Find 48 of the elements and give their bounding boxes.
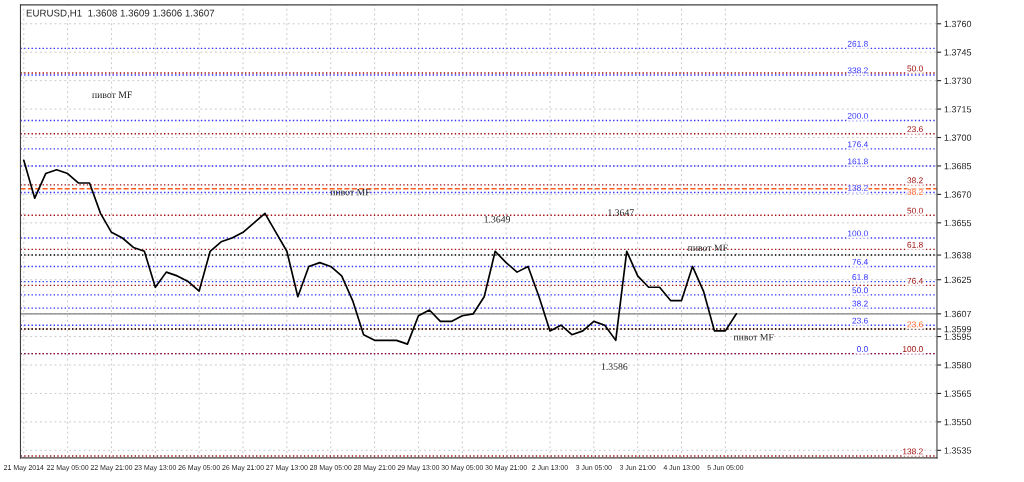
annotation: 23.6 (907, 126, 923, 133)
annotation: 38.2 (907, 177, 923, 184)
y-tick-label: 1.3730 (944, 77, 972, 85)
annotation: 138.2 (848, 184, 868, 191)
annotation: 23.6 (907, 321, 923, 328)
annotation: 61.8 (907, 241, 923, 248)
y-tick-label: 1.3535 (944, 447, 972, 454)
y-tick-label: 1.3638 (944, 252, 972, 259)
annotation: 38.2 (852, 300, 868, 307)
annotation: 0.0 (856, 346, 868, 352)
annotation: 76.4 (852, 258, 868, 265)
y-tick-label: 1.3625 (944, 276, 972, 284)
y-tick-label: 1.3745 (944, 49, 972, 56)
annotation: пивот MF (687, 244, 728, 252)
y-tick-label: 1.3607 (944, 310, 972, 318)
y-tick-label: 1.3599 (944, 325, 972, 333)
y-tick-label: 1.3595 (944, 333, 972, 340)
y-tick-label: 1.3715 (944, 106, 972, 113)
annotation: 138.2 (903, 448, 923, 455)
annotation: 50.0 (852, 287, 868, 294)
annotation: 161.8 (848, 158, 868, 165)
annotation: пивот MF (92, 91, 132, 98)
annotation: 38.2 (907, 188, 923, 195)
chart-title: EURUSD,H1 1.3608 1.3609 1.3606 1.3607 (26, 9, 215, 18)
y-tick-label: 1.3565 (944, 390, 972, 397)
annotation: 1.3647 (608, 209, 634, 216)
annotation: 1.3586 (601, 363, 628, 370)
annotation: 338.2 (847, 67, 868, 74)
annotation: 176.4 (848, 141, 868, 148)
y-tick-label: 1.3685 (944, 162, 972, 170)
annotation: 200.0 (847, 112, 868, 119)
annotation: 50.0 (907, 207, 923, 214)
annotation: 50.0 (907, 65, 923, 72)
annotation: 100.0 (848, 230, 868, 237)
annotation: 1.3649 (484, 216, 511, 223)
annotation: 23.6 (852, 317, 868, 324)
y-tick-label: 1.3550 (944, 418, 972, 426)
annotation: пивот MF (733, 333, 774, 341)
annotation: 61.8 (852, 274, 868, 280)
y-tick-label: 1.3655 (944, 219, 972, 227)
annotation: 76.4 (907, 277, 923, 284)
y-tick-label: 1.3760 (944, 20, 972, 28)
annotation: пивот MF (330, 188, 371, 196)
annotation: 100.0 (903, 346, 923, 352)
y-tick-label: 1.3580 (944, 361, 972, 369)
y-tick-label: 1.3700 (944, 134, 972, 141)
annotation: 261.8 (847, 40, 868, 47)
y-tick-label: 1.3670 (944, 191, 972, 198)
